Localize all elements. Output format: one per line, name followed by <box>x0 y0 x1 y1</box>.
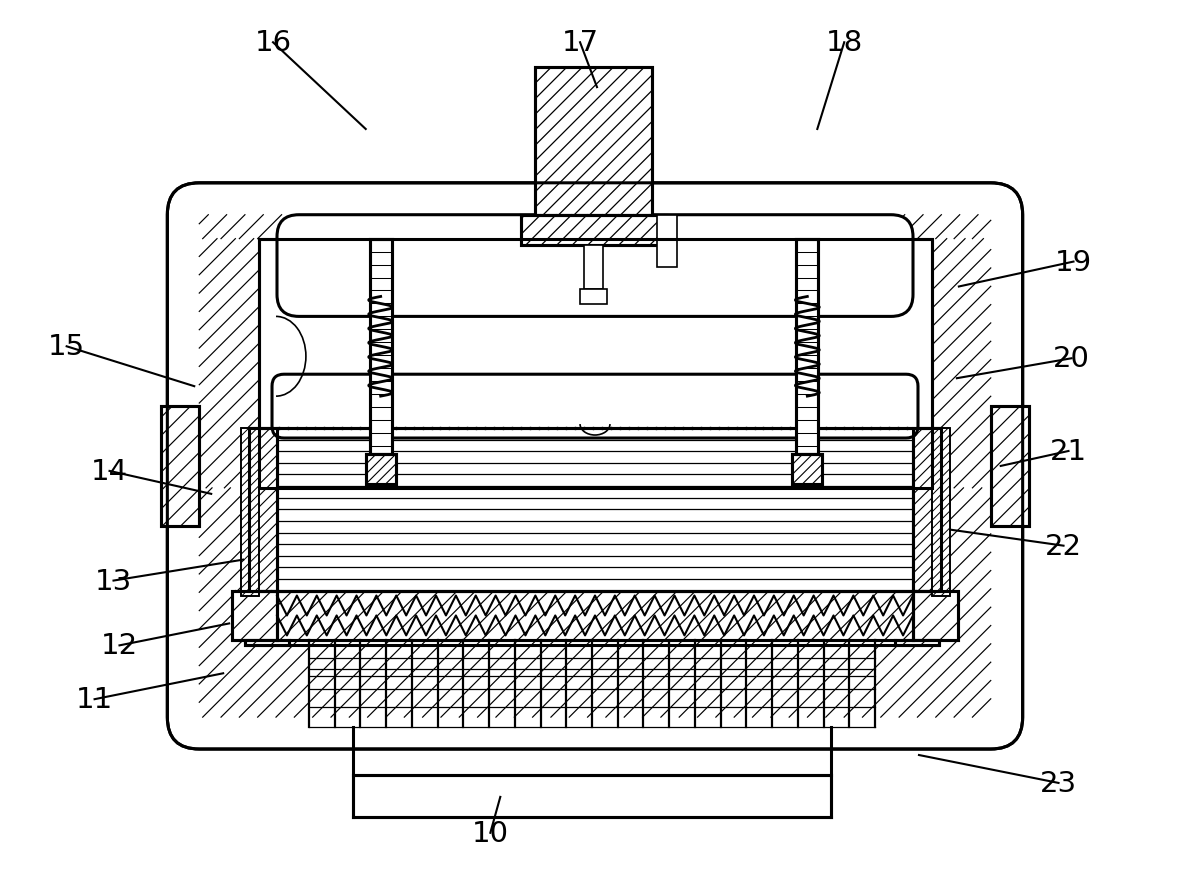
Bar <box>584 245 604 290</box>
Text: 21: 21 <box>1050 438 1087 465</box>
Text: 19: 19 <box>1055 248 1092 276</box>
Bar <box>232 591 278 641</box>
Bar <box>792 455 822 485</box>
Bar <box>245 641 289 646</box>
Text: 10: 10 <box>472 819 509 847</box>
Text: 17: 17 <box>561 29 599 58</box>
Bar <box>913 429 941 591</box>
Bar <box>656 215 676 268</box>
Bar <box>366 455 395 485</box>
Bar <box>353 775 831 817</box>
Bar <box>366 455 395 485</box>
Bar <box>797 239 818 455</box>
Text: 20: 20 <box>1053 345 1090 373</box>
Bar <box>369 239 392 455</box>
Bar <box>792 455 822 485</box>
Bar <box>535 68 651 215</box>
Bar <box>161 407 199 526</box>
Bar <box>913 429 941 591</box>
Text: 15: 15 <box>48 333 86 361</box>
Bar <box>241 429 260 596</box>
Bar <box>260 239 931 488</box>
Bar <box>991 407 1029 526</box>
FancyBboxPatch shape <box>278 215 913 317</box>
Text: 12: 12 <box>101 632 138 659</box>
Bar <box>913 591 958 641</box>
Bar <box>161 407 199 526</box>
Bar <box>931 429 950 596</box>
Bar <box>913 591 958 641</box>
Bar <box>522 215 666 245</box>
Bar <box>896 641 939 646</box>
Bar <box>245 641 289 646</box>
Text: 14: 14 <box>91 457 129 486</box>
Bar <box>522 215 666 245</box>
Bar <box>249 429 278 591</box>
Bar <box>991 407 1029 526</box>
Text: 23: 23 <box>1040 769 1077 797</box>
Bar <box>896 641 939 646</box>
Text: 11: 11 <box>76 686 113 713</box>
Bar <box>580 290 607 305</box>
Bar <box>369 239 392 455</box>
Text: 18: 18 <box>825 29 862 58</box>
Bar <box>535 68 651 215</box>
Text: 22: 22 <box>1045 532 1083 560</box>
FancyBboxPatch shape <box>272 375 918 439</box>
Bar <box>797 239 818 455</box>
Bar <box>241 429 260 596</box>
Text: 16: 16 <box>255 29 292 58</box>
Bar <box>260 239 931 488</box>
Bar <box>232 591 278 641</box>
Bar <box>278 429 913 591</box>
Bar <box>249 429 278 591</box>
FancyBboxPatch shape <box>168 183 1023 750</box>
Text: 13: 13 <box>95 567 132 595</box>
Bar <box>931 429 950 596</box>
